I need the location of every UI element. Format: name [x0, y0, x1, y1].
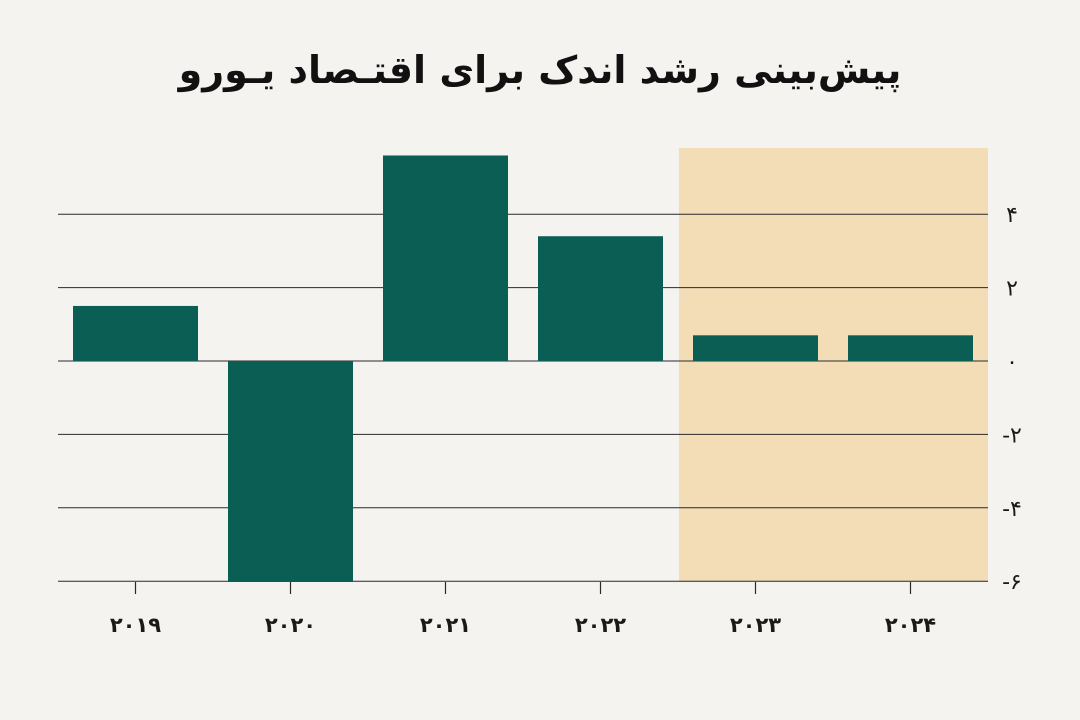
- forecast-band-layer: [679, 148, 988, 582]
- bar: [693, 335, 818, 361]
- y-tick-label: ۴: [1006, 203, 1018, 228]
- y-tick-label: -۶: [1002, 570, 1022, 595]
- x-tick-label: ۲۰۲۰: [265, 613, 316, 637]
- forecast-band: [679, 148, 988, 582]
- y-tick-label: ۰: [1006, 350, 1018, 375]
- bar: [73, 305, 198, 361]
- x-tick-label: ۲۰۲۱: [420, 613, 471, 637]
- bar: [538, 236, 663, 361]
- bar: [848, 335, 973, 361]
- chart-title: پیش‌بینی رشد اندک برای اقتـصاد یـورو: [178, 48, 902, 92]
- axis-layer: ۴ ۲ ۰ -۲ -۴ -۶ ۲۰۱۹ ۲۰۲۰ ۲۰۲۱ ۲۰۲۲ ۲۰۲۳ ۲۰۲۴: [110, 203, 1022, 637]
- grid-layer: [58, 213, 988, 582]
- x-tick-label: ۲۰۲۴: [885, 613, 936, 637]
- x-tick-label: ۲۰۲۲: [575, 613, 626, 637]
- y-tick-label: ۲: [1006, 277, 1018, 302]
- bar-layer: [73, 155, 973, 582]
- y-tick-label: -۲: [1002, 423, 1022, 448]
- bar: [228, 361, 353, 582]
- bar: [383, 155, 508, 361]
- x-tick-label: ۲۰۱۹: [110, 613, 161, 637]
- y-tick-label: -۴: [1002, 497, 1022, 522]
- x-tick-label: ۲۰۲۳: [730, 613, 781, 637]
